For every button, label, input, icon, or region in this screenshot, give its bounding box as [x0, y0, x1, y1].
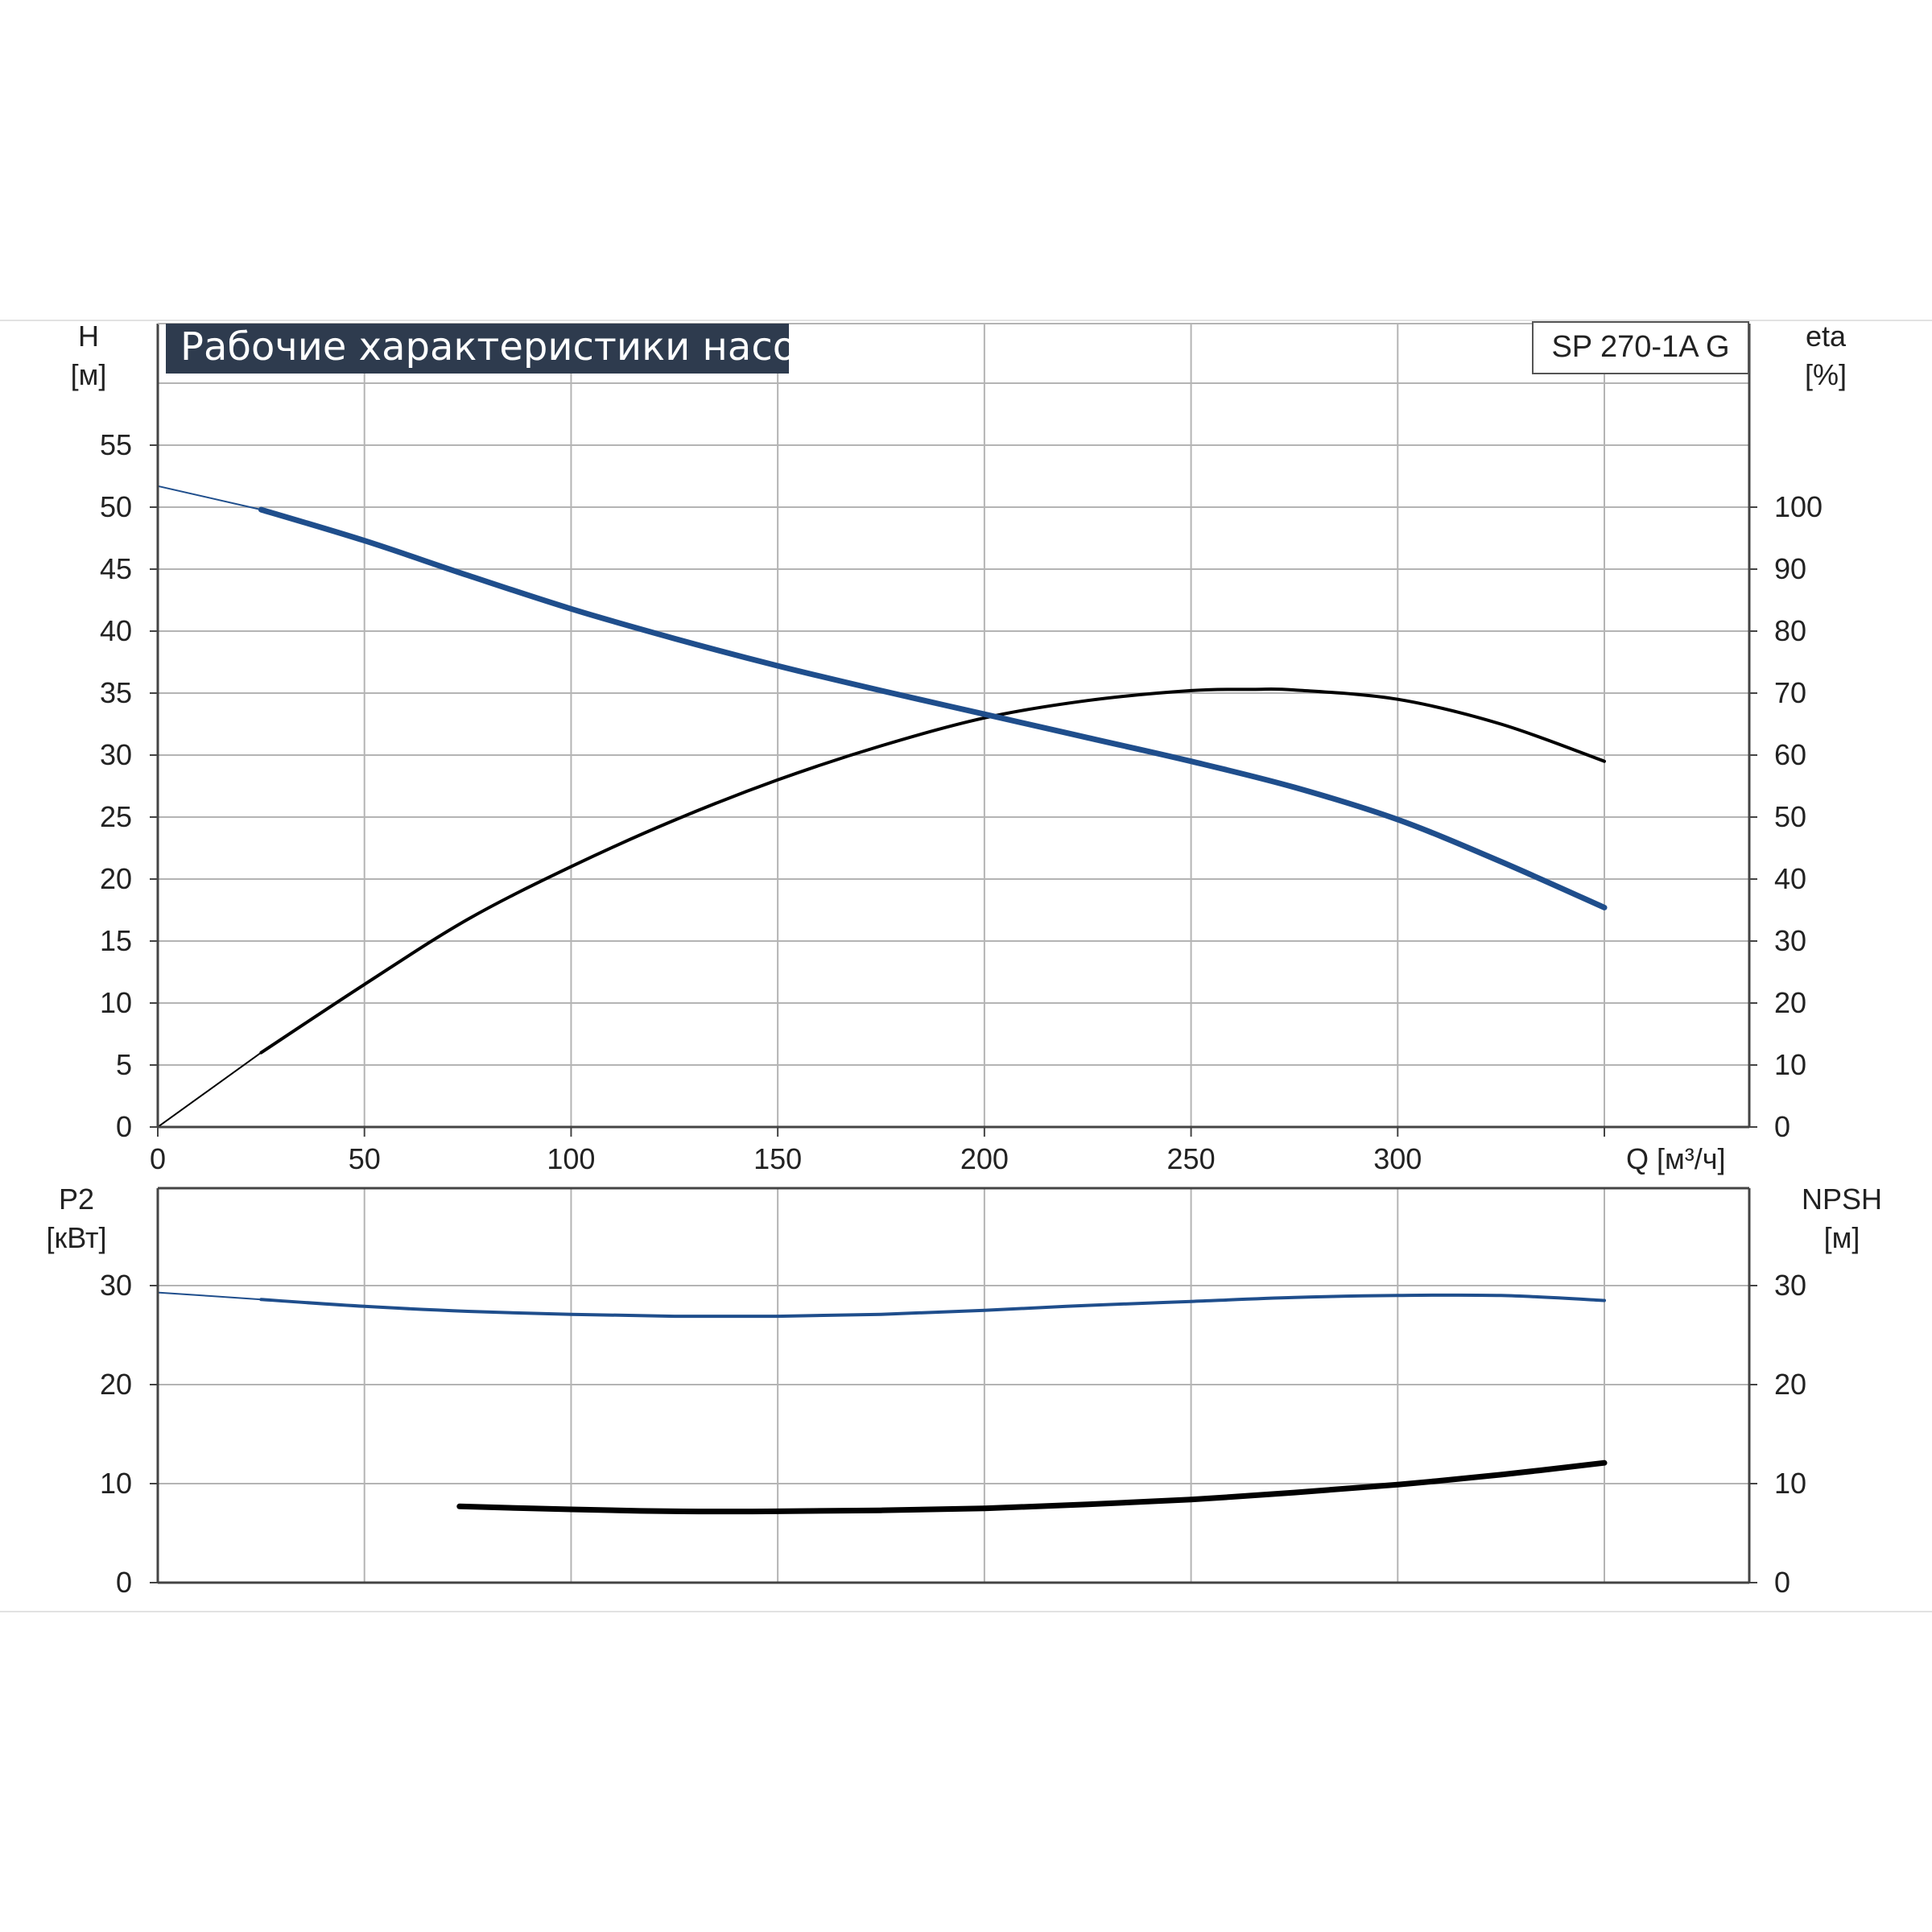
top-left-tick-label: 5 [116, 1048, 132, 1081]
x-tick-label: 100 [547, 1142, 595, 1175]
bottom-left-tick-label: 30 [100, 1269, 132, 1302]
bottom-axes [150, 1187, 1757, 1584]
top-right-axis-name: eta [1806, 320, 1847, 353]
top-right-tick-label: 60 [1774, 738, 1806, 771]
chart-title: Рабочие характеристики насоса [180, 324, 841, 369]
top-left-tick-labels: 0 5 10 15 20 25 30 35 40 45 50 55 [100, 428, 132, 1143]
top-left-tick-label: 15 [100, 924, 132, 957]
top-right-tick-label: 30 [1774, 924, 1806, 957]
top-right-tick-label: 50 [1774, 800, 1806, 833]
top-right-axis-unit: [%] [1805, 358, 1847, 391]
x-tick-label: 0 [150, 1142, 166, 1175]
series-p2-extrapolated-line [157, 1291, 262, 1301]
x-axis-label: Q [м³/ч] [1626, 1142, 1726, 1175]
bottom-right-axis-name: NPSH [1802, 1183, 1882, 1216]
top-right-tick-label: 0 [1774, 1110, 1790, 1143]
top-panel: 0 5 10 15 20 25 30 35 40 45 50 55 0 10 20 30 40 50 60 70 80… [100, 323, 1823, 1175]
bottom-left-tick-labels: 0 10 20 30 [100, 1269, 132, 1599]
top-left-axis-name: H [78, 320, 99, 353]
bottom-left-tick-label: 10 [100, 1467, 132, 1500]
top-left-tick-label: 25 [100, 800, 132, 833]
series-eta-extrapolated-line [157, 1051, 262, 1128]
x-tick-label: 50 [349, 1142, 381, 1175]
top-left-tick-label: 20 [100, 862, 132, 895]
top-left-tick-label: 35 [100, 676, 132, 709]
top-right-tick-label: 20 [1774, 986, 1806, 1019]
bottom-right-tick-label: 10 [1774, 1467, 1806, 1500]
x-tick-labels: 0 50 100 150 200 250 300 [150, 1142, 1422, 1175]
top-right-tick-label: 70 [1774, 676, 1806, 709]
bottom-left-axis-unit: [кВт] [46, 1221, 106, 1254]
bottom-right-axis-unit: [м] [1824, 1221, 1860, 1254]
top-left-axis-unit: [м] [71, 358, 107, 391]
series-npsh-line [456, 1459, 1608, 1515]
top-series [157, 485, 1608, 1128]
top-right-tick-label: 40 [1774, 862, 1806, 895]
bottom-right-tick-labels: 0 10 20 30 [1774, 1269, 1806, 1599]
bottom-right-tick-label: 20 [1774, 1368, 1806, 1401]
bottom-grid [158, 1188, 1749, 1583]
x-tick-label: 300 [1373, 1142, 1422, 1175]
model-label: SP 270-1A G [1551, 330, 1729, 364]
x-tick-label: 250 [1167, 1142, 1216, 1175]
x-tick-label: 150 [753, 1142, 802, 1175]
top-left-tick-label: 40 [100, 614, 132, 647]
x-tick-label: 200 [960, 1142, 1009, 1175]
model-box [1532, 321, 1749, 374]
top-left-tick-label: 45 [100, 552, 132, 585]
series-h-extrapolated-line [157, 485, 262, 511]
bottom-right-tick-label: 0 [1774, 1566, 1790, 1599]
bottom-series [157, 1291, 1608, 1515]
top-left-tick-label: 30 [100, 738, 132, 771]
top-right-tick-label: 90 [1774, 552, 1806, 585]
top-left-tick-label: 50 [100, 490, 132, 523]
bottom-left-tick-label: 20 [100, 1368, 132, 1401]
bottom-left-tick-label: 0 [116, 1566, 132, 1599]
top-right-tick-label: 80 [1774, 614, 1806, 647]
series-p2-line [259, 1293, 1606, 1319]
top-left-tick-label: 10 [100, 986, 132, 1019]
top-right-tick-labels: 0 10 20 30 40 50 60 70 80 90 100 [1774, 490, 1823, 1143]
series-h-line [258, 506, 1608, 910]
title-banner [166, 324, 789, 374]
top-grid [158, 324, 1749, 1127]
bottom-right-tick-label: 30 [1774, 1269, 1806, 1302]
top-right-tick-label: 10 [1774, 1048, 1806, 1081]
top-left-tick-label: 55 [100, 428, 132, 461]
bottom-left-axis-name: P2 [59, 1183, 94, 1216]
top-left-tick-label: 0 [116, 1110, 132, 1143]
series-eta-line [259, 687, 1606, 1055]
bottom-panel: 0 10 20 30 0 10 20 30 [100, 1187, 1806, 1599]
top-right-tick-label: 100 [1774, 490, 1823, 523]
